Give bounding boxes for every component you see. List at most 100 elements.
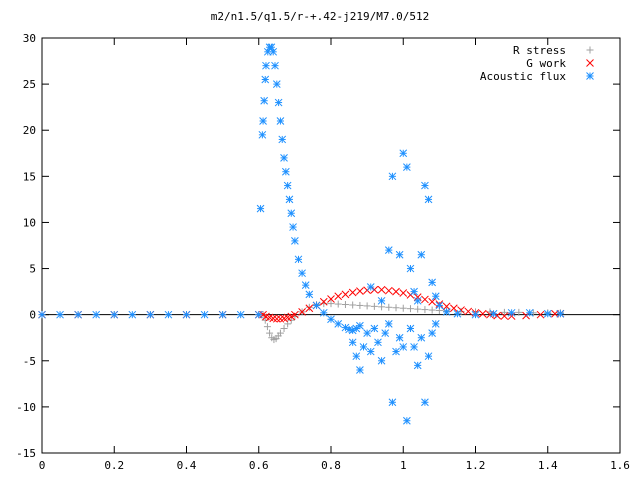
data-point — [395, 250, 404, 259]
data-point — [457, 307, 465, 315]
data-point — [500, 308, 508, 316]
data-point — [182, 310, 191, 319]
x-tick-label: 0.8 — [321, 459, 341, 472]
data-point — [543, 309, 552, 318]
data-point — [385, 303, 393, 311]
data-point — [384, 286, 393, 295]
legend-marker — [586, 59, 594, 67]
data-point — [410, 287, 418, 296]
data-point — [556, 309, 565, 318]
data-point — [378, 303, 386, 311]
data-point — [551, 309, 559, 318]
y-axis: -15 -10 -5 0 5 10 15 20 25 30 — [16, 32, 620, 460]
data-point — [392, 287, 400, 296]
data-point — [428, 278, 437, 287]
data-point — [356, 366, 364, 374]
data-point — [395, 333, 404, 342]
data-point — [334, 300, 342, 308]
data-point — [377, 356, 386, 365]
data-point — [478, 309, 487, 318]
data-point — [464, 307, 473, 316]
data-point — [403, 416, 411, 425]
series-acoustic-flux — [38, 43, 565, 425]
data-point — [356, 287, 364, 296]
y-tick-label: 5 — [29, 263, 36, 276]
data-point — [406, 264, 415, 273]
x-tick-label: 0.4 — [177, 459, 197, 472]
data-point — [294, 255, 303, 264]
data-point — [388, 172, 397, 181]
data-point — [110, 310, 119, 319]
data-point — [305, 290, 314, 299]
data-point — [374, 338, 382, 347]
data-point — [442, 308, 451, 316]
data-point — [431, 320, 440, 328]
data-point — [413, 361, 422, 370]
data-point — [410, 343, 418, 351]
data-point — [283, 181, 292, 190]
data-point — [421, 181, 429, 190]
data-point — [388, 398, 397, 407]
data-point — [370, 302, 378, 310]
data-point — [285, 195, 294, 204]
data-point — [312, 301, 321, 310]
data-point — [384, 320, 393, 328]
data-point — [259, 117, 267, 125]
data-point — [421, 295, 429, 304]
data-point — [278, 135, 287, 144]
data-point — [384, 246, 393, 254]
data-point — [272, 314, 281, 323]
data-point — [449, 304, 458, 313]
data-point — [348, 338, 357, 347]
data-point — [413, 293, 422, 301]
y-tick-label: 25 — [23, 78, 36, 91]
data-point — [287, 209, 296, 218]
data-point — [417, 333, 426, 342]
data-point — [381, 329, 390, 337]
data-point — [276, 117, 285, 125]
data-point — [366, 283, 375, 291]
data-point — [489, 309, 498, 318]
data-point — [56, 310, 64, 319]
data-point — [301, 281, 310, 290]
data-point — [200, 310, 209, 319]
data-point — [38, 310, 46, 319]
data-point — [334, 292, 343, 301]
data-point — [287, 312, 296, 321]
data-point — [305, 303, 313, 311]
data-point — [435, 301, 444, 310]
data-point — [392, 304, 400, 312]
data-point — [319, 308, 328, 317]
chart-title: m2/n1.5/q1.5/r-+.42-j219/M7.0/512 — [211, 10, 430, 23]
data-point — [399, 343, 408, 351]
data-point — [525, 308, 534, 317]
data-point — [431, 292, 440, 301]
data-point — [424, 352, 433, 361]
data-point — [291, 310, 299, 319]
data-point — [406, 305, 414, 313]
series-r-stress — [38, 300, 564, 344]
data-point — [356, 301, 364, 309]
x-tick-label: 0 — [39, 459, 46, 472]
data-point — [319, 297, 328, 306]
legend-marker — [586, 46, 594, 54]
data-point — [305, 304, 314, 313]
y-tick-label: -5 — [23, 355, 36, 368]
data-point — [424, 195, 433, 204]
data-point — [507, 308, 516, 317]
data-point — [453, 309, 462, 318]
data-point — [515, 308, 523, 316]
data-point — [421, 398, 429, 407]
data-point — [428, 306, 436, 314]
data-point — [272, 80, 281, 88]
data-point — [366, 347, 375, 356]
x-tick-label: 0.6 — [249, 459, 269, 472]
data-point — [352, 352, 361, 361]
data-point — [348, 288, 357, 297]
y-tick-label: 20 — [23, 124, 36, 137]
data-point — [266, 329, 274, 337]
plot-border — [41, 37, 621, 454]
data-point — [298, 269, 306, 278]
x-tick-label: 1.6 — [610, 459, 630, 472]
